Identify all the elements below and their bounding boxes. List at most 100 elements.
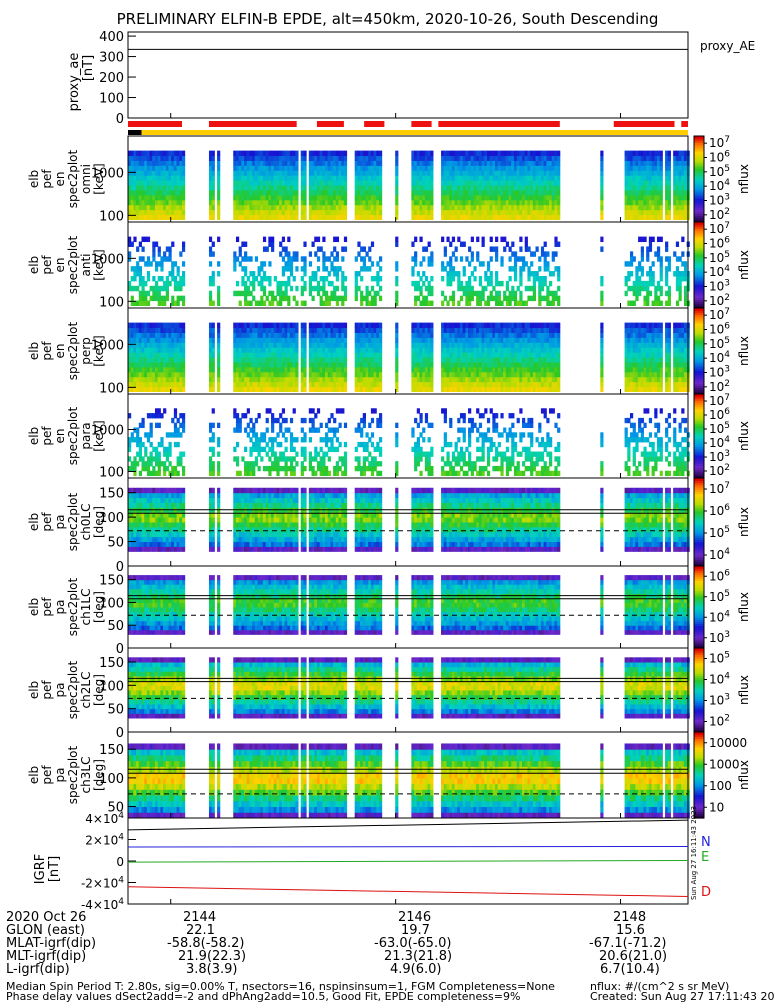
spectrogram-cell xyxy=(255,276,258,281)
spectrogram-cell xyxy=(182,160,185,165)
spectrogram-cell xyxy=(266,246,269,251)
spectrogram-cell xyxy=(160,276,163,281)
spectrogram-cell xyxy=(379,357,382,362)
spectrogram-cell xyxy=(600,200,603,205)
spectrogram-cell xyxy=(646,286,649,291)
spectrogram-cell xyxy=(379,256,382,261)
spectrogram-cell xyxy=(303,342,306,347)
spectrogram-cell xyxy=(668,256,671,261)
spectrogram-cell xyxy=(336,251,339,256)
spectrogram-cell xyxy=(457,237,460,242)
spectrogram-cell xyxy=(158,246,161,251)
spectrogram-cell xyxy=(500,261,503,266)
spectrogram-cell xyxy=(449,256,452,261)
spectrogram-cell xyxy=(217,210,220,215)
spectrogram-cell xyxy=(212,175,215,180)
spectrogram-cell xyxy=(209,296,212,301)
spectrogram-cell xyxy=(660,151,663,156)
spectrogram-cell xyxy=(395,362,398,367)
spectrogram-cell xyxy=(279,301,282,306)
spectrogram-cell xyxy=(395,342,398,347)
spectrogram-cell xyxy=(641,256,644,261)
spectrogram-cell xyxy=(303,332,306,337)
spectrogram-cell xyxy=(295,175,298,180)
spectrogram-cell xyxy=(430,170,433,175)
spectrogram-cell xyxy=(533,296,536,301)
spectrogram-cell xyxy=(244,271,247,276)
spectrogram-cell xyxy=(244,266,247,271)
spectrogram-cell xyxy=(430,151,433,156)
spectrogram-cell xyxy=(217,286,220,291)
spectrogram-cell xyxy=(509,276,512,281)
spectrogram-cell xyxy=(638,276,641,281)
status-bar-red xyxy=(681,121,688,127)
spectrogram-cell xyxy=(295,195,298,200)
spectrogram-cell xyxy=(290,266,293,271)
y-axis-label: [nT] xyxy=(81,55,96,81)
spectrogram-cell xyxy=(633,256,636,261)
spectrogram-cell xyxy=(182,362,185,367)
spectrogram-cell xyxy=(212,195,215,200)
spectrogram-cell xyxy=(155,281,158,286)
spectrogram-cell xyxy=(514,266,517,271)
spectrogram-cell xyxy=(546,266,549,271)
spectrogram-cell xyxy=(630,271,633,276)
spectrogram-cell xyxy=(668,151,671,156)
spectrogram-cell xyxy=(449,242,452,247)
spectrogram-cell xyxy=(643,237,646,242)
spectrogram-cell xyxy=(274,296,277,301)
spectrogram-cell xyxy=(303,387,306,392)
spectrogram-cell xyxy=(328,271,331,276)
spectrogram-cell xyxy=(379,296,382,301)
spectrogram-cell xyxy=(633,301,636,306)
spectrogram-cell xyxy=(168,256,171,261)
spectrogram-cell xyxy=(182,347,185,352)
spectrogram-cell xyxy=(395,328,398,333)
spectrogram-cell xyxy=(684,266,687,271)
status-bar-red xyxy=(411,121,431,127)
spectrogram-cell xyxy=(519,237,522,242)
spectrogram-cell xyxy=(660,205,663,210)
spectrogram-cell xyxy=(425,296,428,301)
spectrogram-cell xyxy=(600,342,603,347)
spectrogram-cell xyxy=(217,271,220,276)
spectrogram-cell xyxy=(533,286,536,291)
spectrogram-cell xyxy=(668,160,671,165)
spectrogram-cell xyxy=(430,261,433,266)
spectrogram-cell xyxy=(212,367,215,372)
spectrogram-cell xyxy=(557,151,560,156)
spectrogram-cell xyxy=(557,242,560,247)
spectrogram-cell xyxy=(182,261,185,266)
spectrogram-cell xyxy=(212,332,215,337)
spectrogram-cell xyxy=(457,301,460,306)
spectrogram-cell xyxy=(341,281,344,286)
spectrogram-cell xyxy=(271,242,274,247)
spectrogram-cell xyxy=(419,237,422,242)
spectrogram-cell xyxy=(660,291,663,296)
spectrogram-cell xyxy=(600,246,603,251)
spectrogram-cell xyxy=(182,357,185,362)
spectrogram-cell xyxy=(455,246,458,251)
spectrogram-cell xyxy=(317,266,320,271)
spectrogram-cell xyxy=(295,205,298,210)
spectrogram-cell xyxy=(344,246,347,251)
spectrogram-cell xyxy=(395,296,398,301)
spectrogram-cell xyxy=(212,190,215,195)
spectrogram-cell xyxy=(668,195,671,200)
spectrogram-cell xyxy=(303,210,306,215)
spectrogram-cell xyxy=(430,357,433,362)
spectrogram-cell xyxy=(660,160,663,165)
spectrogram-cell xyxy=(395,347,398,352)
spectrogram-cell xyxy=(600,165,603,170)
spectrogram-cell xyxy=(295,377,298,382)
spectrogram-cell xyxy=(255,256,258,261)
spectrogram-cell xyxy=(285,291,288,296)
spectrogram-cell xyxy=(217,151,220,156)
spectrogram-cell xyxy=(182,205,185,210)
spectrogram-cell xyxy=(552,256,555,261)
spectrogram-cell xyxy=(295,210,298,215)
spectrogram-cell xyxy=(344,151,347,156)
spectrogram-cell xyxy=(163,251,166,256)
spectrogram-cell xyxy=(660,266,663,271)
spectrogram-cell xyxy=(417,271,420,276)
